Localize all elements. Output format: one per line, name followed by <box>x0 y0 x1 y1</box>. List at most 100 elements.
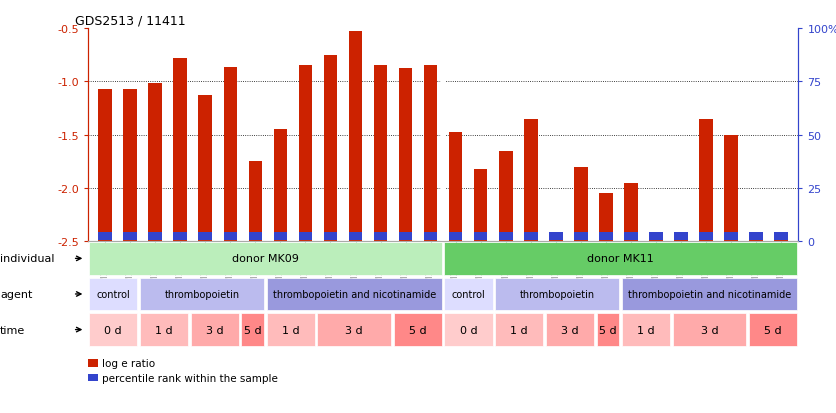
Bar <box>774 232 788 240</box>
Bar <box>499 232 512 240</box>
Text: 1 d: 1 d <box>282 325 299 335</box>
Bar <box>599 194 613 242</box>
FancyBboxPatch shape <box>89 313 137 346</box>
Bar <box>374 232 387 240</box>
Bar <box>223 68 237 242</box>
Bar <box>124 90 137 242</box>
FancyBboxPatch shape <box>140 278 264 311</box>
FancyBboxPatch shape <box>242 313 264 346</box>
Text: control: control <box>451 289 486 299</box>
Bar <box>449 133 462 242</box>
Bar <box>99 232 112 240</box>
FancyBboxPatch shape <box>495 278 619 311</box>
Bar <box>273 232 288 240</box>
Text: log e ratio: log e ratio <box>102 358 155 368</box>
Bar <box>724 232 737 240</box>
Bar <box>198 232 212 240</box>
Text: 3 d: 3 d <box>561 325 579 335</box>
Bar <box>499 151 512 242</box>
Bar <box>548 232 563 240</box>
Bar <box>649 232 663 240</box>
Bar <box>474 169 487 242</box>
Bar <box>699 119 712 242</box>
Bar <box>624 232 638 240</box>
Bar <box>548 236 563 242</box>
Bar <box>298 66 313 242</box>
FancyBboxPatch shape <box>749 313 797 346</box>
Text: thrombopoietin and nicotinamide: thrombopoietin and nicotinamide <box>273 289 436 299</box>
Bar <box>248 162 263 242</box>
Bar <box>399 232 412 240</box>
Bar <box>374 66 387 242</box>
Bar <box>573 232 588 240</box>
FancyBboxPatch shape <box>445 278 492 311</box>
FancyBboxPatch shape <box>546 313 594 346</box>
Bar <box>149 232 162 240</box>
Text: 1 d: 1 d <box>511 325 528 335</box>
FancyBboxPatch shape <box>673 313 747 346</box>
Text: thrombopoietin and nicotinamide: thrombopoietin and nicotinamide <box>628 289 791 299</box>
Text: donor MK09: donor MK09 <box>232 254 298 264</box>
FancyBboxPatch shape <box>597 313 619 346</box>
FancyBboxPatch shape <box>191 313 239 346</box>
Text: donor MK11: donor MK11 <box>588 254 654 264</box>
Text: 5 d: 5 d <box>764 325 782 335</box>
Bar <box>424 66 437 242</box>
Bar <box>749 232 762 240</box>
Text: thrombopoietin: thrombopoietin <box>165 289 240 299</box>
Bar <box>474 232 487 240</box>
FancyBboxPatch shape <box>622 278 797 311</box>
Text: 5 d: 5 d <box>409 325 426 335</box>
Bar <box>223 232 237 240</box>
Bar <box>349 232 362 240</box>
Text: 1 d: 1 d <box>155 325 173 335</box>
Bar <box>774 236 788 242</box>
Text: 0 d: 0 d <box>104 325 122 335</box>
Text: 3 d: 3 d <box>206 325 223 335</box>
FancyBboxPatch shape <box>89 242 441 275</box>
FancyBboxPatch shape <box>445 313 492 346</box>
Text: 3 d: 3 d <box>345 325 363 335</box>
Bar <box>573 167 588 242</box>
FancyBboxPatch shape <box>622 313 670 346</box>
FancyBboxPatch shape <box>445 242 797 275</box>
FancyBboxPatch shape <box>267 278 441 311</box>
Text: GDS2513 / 11411: GDS2513 / 11411 <box>74 15 186 28</box>
Bar <box>198 96 212 242</box>
Bar <box>399 69 412 242</box>
Text: 5 d: 5 d <box>599 325 617 335</box>
Text: 5 d: 5 d <box>244 325 262 335</box>
Text: percentile rank within the sample: percentile rank within the sample <box>102 373 278 383</box>
Text: 3 d: 3 d <box>701 325 718 335</box>
Bar <box>248 232 263 240</box>
Bar <box>324 55 338 242</box>
Bar <box>674 232 688 240</box>
Bar <box>524 119 538 242</box>
Text: control: control <box>96 289 130 299</box>
Text: 0 d: 0 d <box>460 325 477 335</box>
Bar <box>599 232 613 240</box>
FancyBboxPatch shape <box>89 278 137 311</box>
FancyBboxPatch shape <box>318 313 391 346</box>
Bar <box>674 236 688 242</box>
Bar <box>174 59 187 242</box>
Bar <box>149 84 162 242</box>
Bar <box>124 232 137 240</box>
Bar <box>324 232 338 240</box>
Bar <box>624 183 638 242</box>
Bar <box>749 236 762 242</box>
Bar <box>649 236 663 242</box>
Text: agent: agent <box>0 289 33 299</box>
Text: individual: individual <box>0 254 54 264</box>
Bar <box>273 130 288 242</box>
Bar <box>524 232 538 240</box>
Bar <box>99 90 112 242</box>
Bar <box>298 232 313 240</box>
Bar <box>174 232 187 240</box>
Bar <box>424 232 437 240</box>
Bar <box>699 232 712 240</box>
Text: 1 d: 1 d <box>637 325 655 335</box>
Text: thrombopoietin: thrombopoietin <box>520 289 595 299</box>
FancyBboxPatch shape <box>394 313 441 346</box>
Text: time: time <box>0 325 25 335</box>
